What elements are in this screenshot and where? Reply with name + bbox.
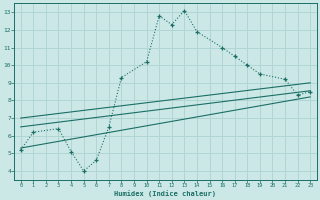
X-axis label: Humidex (Indice chaleur): Humidex (Indice chaleur) bbox=[115, 190, 217, 197]
